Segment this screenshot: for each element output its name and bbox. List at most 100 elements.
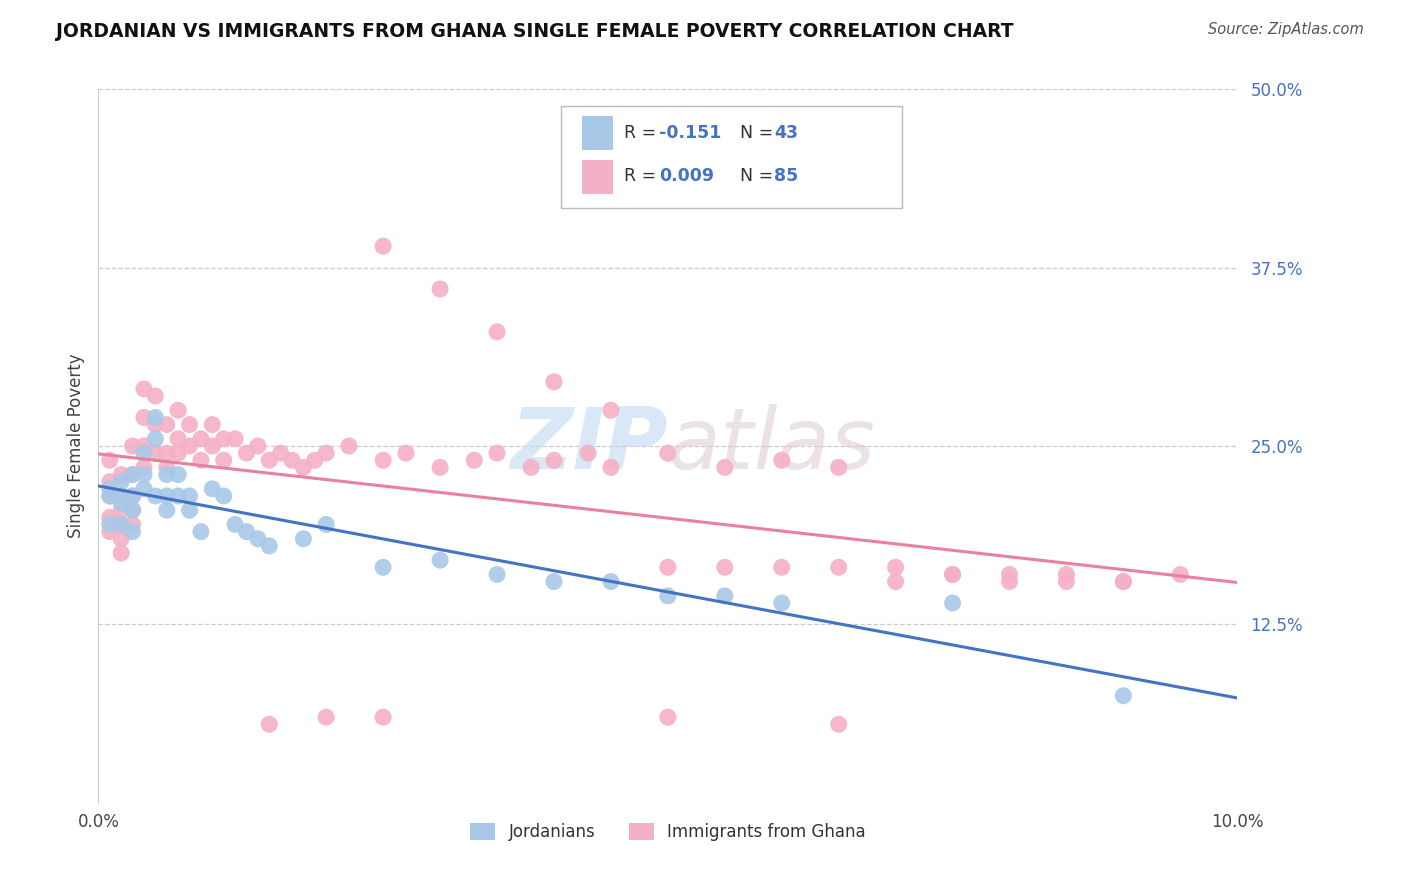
Text: R =: R = xyxy=(624,124,662,142)
Point xyxy=(179,489,201,503)
Point xyxy=(1170,567,1192,582)
Text: N =: N = xyxy=(730,168,779,186)
Point xyxy=(110,496,132,510)
Point xyxy=(1112,574,1135,589)
Point xyxy=(281,453,304,467)
Point xyxy=(714,460,737,475)
Point xyxy=(121,503,143,517)
Point xyxy=(292,532,315,546)
Point xyxy=(110,517,132,532)
Point xyxy=(259,717,281,731)
Point xyxy=(828,560,851,574)
Text: JORDANIAN VS IMMIGRANTS FROM GHANA SINGLE FEMALE POVERTY CORRELATION CHART: JORDANIAN VS IMMIGRANTS FROM GHANA SINGL… xyxy=(56,22,1014,41)
Point xyxy=(132,482,155,496)
Point xyxy=(156,446,179,460)
Point xyxy=(395,446,418,460)
Point xyxy=(270,446,292,460)
Point xyxy=(576,446,599,460)
Point xyxy=(132,382,155,396)
Point xyxy=(201,439,224,453)
Point xyxy=(156,489,179,503)
Point xyxy=(212,489,235,503)
Point xyxy=(657,560,679,574)
Point xyxy=(942,567,965,582)
Point xyxy=(1112,574,1135,589)
Point xyxy=(543,453,565,467)
Point xyxy=(337,439,360,453)
Point xyxy=(292,460,315,475)
Point xyxy=(201,417,224,432)
Point xyxy=(315,517,337,532)
Text: N =: N = xyxy=(730,124,779,142)
Point xyxy=(212,432,235,446)
Point xyxy=(770,453,793,467)
Point xyxy=(600,574,623,589)
Point xyxy=(145,432,167,446)
Point xyxy=(98,453,121,467)
Point xyxy=(167,432,190,446)
Point xyxy=(942,567,965,582)
Point xyxy=(212,453,235,467)
Point xyxy=(132,446,155,460)
Legend: Jordanians, Immigrants from Ghana: Jordanians, Immigrants from Ghana xyxy=(464,816,872,848)
Point xyxy=(190,453,212,467)
Point xyxy=(98,524,121,539)
Point xyxy=(770,596,793,610)
Point xyxy=(110,467,132,482)
Point xyxy=(1056,574,1078,589)
Point xyxy=(246,439,269,453)
Point xyxy=(235,446,257,460)
Point xyxy=(98,475,121,489)
Point xyxy=(543,375,565,389)
Point xyxy=(373,453,395,467)
Point xyxy=(770,560,793,574)
Point xyxy=(110,517,132,532)
Point xyxy=(145,446,167,460)
Point xyxy=(600,403,623,417)
Point xyxy=(156,417,179,432)
Point xyxy=(98,482,121,496)
Point xyxy=(486,325,509,339)
Point xyxy=(179,503,201,517)
Point xyxy=(121,503,143,517)
Point xyxy=(145,417,167,432)
Point xyxy=(145,410,167,425)
Point xyxy=(110,489,132,503)
Point xyxy=(315,710,337,724)
Point xyxy=(110,546,132,560)
Point xyxy=(132,439,155,453)
Point xyxy=(657,446,679,460)
Point xyxy=(98,510,121,524)
Point xyxy=(520,460,543,475)
Point xyxy=(156,503,179,517)
Text: 43: 43 xyxy=(775,124,799,142)
Point xyxy=(179,417,201,432)
Text: Source: ZipAtlas.com: Source: ZipAtlas.com xyxy=(1208,22,1364,37)
Point xyxy=(190,524,212,539)
Point xyxy=(235,524,257,539)
Point xyxy=(98,489,121,503)
Point xyxy=(429,460,451,475)
Point xyxy=(714,589,737,603)
Point xyxy=(121,489,143,503)
Point xyxy=(463,453,485,467)
Point xyxy=(600,460,623,475)
Point xyxy=(543,574,565,589)
Text: 0.009: 0.009 xyxy=(659,168,714,186)
Point xyxy=(884,574,907,589)
Point xyxy=(98,489,121,503)
Point xyxy=(121,439,143,453)
Point xyxy=(998,567,1021,582)
Point xyxy=(224,517,246,532)
Point xyxy=(156,467,179,482)
Point xyxy=(259,453,281,467)
Point xyxy=(121,524,143,539)
Point xyxy=(167,489,190,503)
Point xyxy=(167,467,190,482)
Point xyxy=(828,717,851,731)
Point xyxy=(246,532,269,546)
Point xyxy=(110,532,132,546)
Point xyxy=(167,403,190,417)
Point xyxy=(190,432,212,446)
Point xyxy=(1112,689,1135,703)
